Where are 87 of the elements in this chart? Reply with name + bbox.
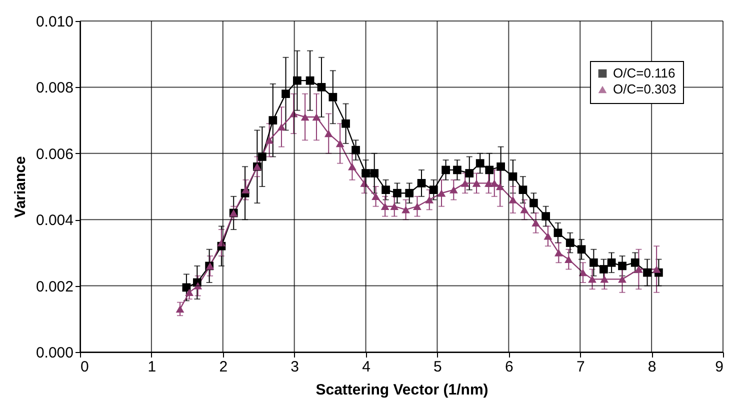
y-tick-label: 0.010 <box>36 14 74 30</box>
x-tick-label: 9 <box>715 358 724 376</box>
point <box>566 238 574 247</box>
point <box>176 305 184 313</box>
x-tick-label: 0 <box>80 358 89 376</box>
point <box>393 188 402 198</box>
point <box>542 212 550 220</box>
point <box>268 116 278 124</box>
x-tick-label: 1 <box>148 358 156 376</box>
point <box>425 196 434 204</box>
point <box>258 152 266 161</box>
point <box>242 186 250 194</box>
point <box>362 169 370 178</box>
point <box>508 196 518 204</box>
y-tick-label: 0.000 <box>36 344 74 362</box>
point <box>442 166 450 174</box>
point <box>402 206 410 214</box>
point <box>300 113 310 121</box>
point <box>429 186 438 194</box>
point <box>600 265 608 274</box>
point <box>449 186 458 194</box>
point <box>643 268 652 277</box>
point <box>630 258 640 267</box>
point <box>518 186 528 194</box>
point <box>417 179 426 188</box>
point <box>312 113 321 121</box>
point <box>520 206 529 214</box>
point <box>496 162 505 171</box>
x-axis-title: Scattering Vector (1/nm) <box>316 382 488 398</box>
point <box>490 180 499 187</box>
x-tick-label: 7 <box>576 358 585 376</box>
point <box>590 258 598 267</box>
x-tick-label: 8 <box>648 358 656 376</box>
point <box>544 232 552 240</box>
x-tick-label: 3 <box>290 358 300 376</box>
x-tick-label: 2 <box>219 358 228 376</box>
point <box>282 90 290 98</box>
point <box>324 130 333 138</box>
point <box>554 228 562 238</box>
point <box>372 192 380 200</box>
point <box>465 169 474 178</box>
point <box>370 169 379 178</box>
point <box>437 189 446 197</box>
point <box>529 198 538 208</box>
point <box>453 166 462 174</box>
point <box>405 188 414 198</box>
y-tick-label: 0.006 <box>36 146 74 163</box>
point <box>532 219 540 227</box>
point <box>634 266 643 273</box>
point <box>382 186 390 194</box>
point <box>352 146 360 154</box>
x-tick-label: 4 <box>362 358 370 376</box>
point <box>265 136 274 144</box>
point <box>607 258 616 267</box>
point <box>600 276 609 283</box>
point <box>588 276 596 283</box>
point <box>390 202 399 210</box>
y-tick-label: 0.004 <box>36 212 74 230</box>
point <box>306 76 314 85</box>
point <box>508 172 518 181</box>
legend-label: O/C=0.116 <box>613 66 676 80</box>
point <box>185 288 194 296</box>
point <box>460 180 470 187</box>
point <box>348 163 356 170</box>
point <box>618 262 626 270</box>
point <box>342 119 350 128</box>
point <box>380 202 390 210</box>
point <box>564 256 573 263</box>
point <box>336 140 344 148</box>
legend-label: O/C=0.303 <box>613 82 676 96</box>
point <box>328 92 338 102</box>
point <box>413 202 422 210</box>
point <box>652 266 661 273</box>
y-tick-label: 0.008 <box>36 80 74 97</box>
point <box>554 249 563 256</box>
point <box>360 180 369 187</box>
point <box>485 166 494 174</box>
point <box>476 159 484 168</box>
x-tick-label: 5 <box>434 358 442 376</box>
point <box>496 182 504 190</box>
y-tick-label: 0.002 <box>36 278 74 296</box>
x-tick-label: 6 <box>504 358 514 376</box>
y-axis-title: Variance <box>12 156 29 218</box>
point <box>472 180 481 187</box>
point <box>618 276 626 283</box>
point <box>293 76 302 85</box>
point <box>277 123 286 131</box>
